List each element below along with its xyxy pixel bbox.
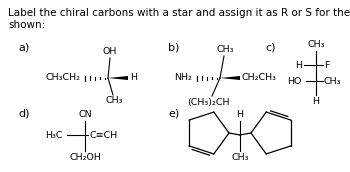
Text: (CH₃)₂CH: (CH₃)₂CH [187, 98, 229, 107]
Text: CH₂CH₃: CH₂CH₃ [242, 73, 277, 83]
Text: Label the chiral carbons with a star and assign it as R or S for the structures: Label the chiral carbons with a star and… [8, 8, 350, 18]
Text: CH₃: CH₃ [307, 40, 325, 49]
Text: CH₃: CH₃ [216, 45, 234, 54]
Polygon shape [108, 76, 128, 80]
Polygon shape [220, 76, 240, 80]
Text: d): d) [18, 108, 29, 118]
Text: e): e) [168, 108, 179, 118]
Text: CH₃: CH₃ [324, 77, 342, 85]
Text: CH₃CH₂: CH₃CH₂ [45, 73, 80, 83]
Text: H: H [130, 73, 137, 83]
Text: H₃C: H₃C [46, 131, 63, 139]
Text: HO: HO [288, 77, 302, 85]
Text: b): b) [168, 42, 179, 52]
Text: F: F [324, 61, 329, 69]
Text: C≡CH: C≡CH [89, 131, 117, 139]
Text: NH₂: NH₂ [174, 73, 192, 83]
Text: a): a) [18, 42, 29, 52]
Text: H: H [295, 61, 302, 69]
Text: c): c) [265, 42, 275, 52]
Text: CH₃: CH₃ [231, 153, 249, 162]
Text: OH: OH [103, 47, 117, 56]
Text: CN: CN [78, 110, 92, 119]
Text: H: H [313, 97, 320, 106]
Text: CH₃: CH₃ [105, 96, 123, 105]
Text: H: H [237, 110, 244, 119]
Text: CH₂OH: CH₂OH [69, 153, 101, 162]
Text: shown:: shown: [8, 20, 45, 30]
